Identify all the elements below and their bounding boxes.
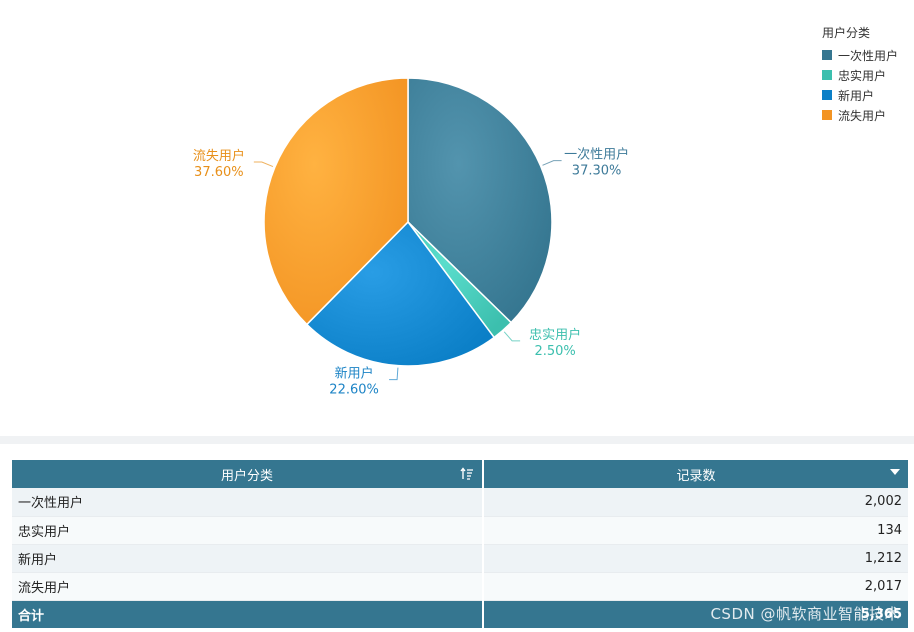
cell-category: 流失用户 [12, 572, 484, 601]
slice-category-label: 新用户 [335, 366, 374, 382]
sort-icon[interactable] [460, 467, 474, 481]
total-label: 合计 [12, 600, 484, 628]
pie-slice[interactable] [305, 220, 496, 367]
table-row: 流失用户 2,017 [12, 572, 908, 601]
table-row: 忠实用户 134 [12, 516, 908, 545]
cell-count: 1,212 [483, 544, 908, 573]
legend-title: 用户分类 [822, 26, 871, 40]
data-table-panel: 用户分类 记录数 一次性用户 2,002 [12, 460, 908, 628]
column-header-category[interactable]: 用户分类 [12, 460, 484, 488]
table-row: 一次性用户 2,002 [12, 488, 908, 517]
slice-percent-label: 37.60% [194, 165, 244, 180]
column-header-count[interactable]: 记录数 [483, 460, 908, 488]
cell-count: 2,002 [483, 488, 908, 517]
cell-category: 忠实用户 [12, 516, 484, 545]
cell-category: 新用户 [12, 544, 484, 573]
legend: 用户分类 一次性用户 忠实用户 新用户 流失用户 [822, 24, 898, 125]
cell-count: 134 [483, 516, 908, 545]
legend-label: 一次性用户 [838, 48, 899, 63]
panel-divider [0, 436, 914, 444]
chart-panel: 一次性用户 37.30% 忠实用户 2.50% 新用户 22.60% 流失用户 37.60% … [192, 24, 899, 398]
pie-slice[interactable] [407, 77, 553, 324]
legend-swatch [822, 90, 832, 100]
legend-label: 忠实用户 [838, 68, 887, 83]
slice-category-label: 一次性用户 [564, 147, 629, 163]
legend-label: 新用户 [838, 88, 875, 103]
legend-swatch [822, 110, 832, 120]
slice-percent-label: 22.60% [329, 383, 379, 398]
legend-item[interactable]: 新用户 [822, 85, 898, 105]
slice-percent-label: 2.50% [534, 344, 575, 359]
legend-swatch [822, 70, 832, 80]
leader-line [503, 331, 521, 342]
total-row: 合计 5,365 [12, 600, 908, 628]
slice-percent-label: 37.30% [572, 164, 622, 179]
legend-item[interactable]: 忠实用户 [822, 65, 898, 85]
leader-line [389, 367, 399, 381]
legend-swatch [822, 50, 832, 60]
legend-item[interactable]: 流失用户 [822, 105, 898, 125]
total-value: 5,365 [483, 600, 908, 628]
watermark: CSDN @帆软商业智能技术 [710, 605, 900, 623]
data-table: 用户分类 记录数 一次性用户 2,002 [12, 460, 908, 628]
legend-item[interactable]: 一次性用户 [822, 45, 898, 65]
column-header-label: 记录数 [676, 468, 716, 484]
pie-slice[interactable] [263, 77, 409, 326]
slice-category-label: 忠实用户 [529, 327, 581, 343]
table-header-row: 用户分类 记录数 [12, 460, 908, 488]
leader-line [253, 161, 274, 168]
dropdown-icon[interactable] [890, 469, 900, 475]
leader-line [542, 160, 562, 166]
cell-count: 2,017 [483, 572, 908, 601]
table-row: 新用户 1,212 [12, 544, 908, 573]
cell-category: 一次性用户 [12, 488, 484, 517]
legend-label: 流失用户 [838, 108, 887, 123]
slice-category-label: 流失用户 [193, 148, 245, 164]
column-header-label: 用户分类 [220, 468, 273, 484]
